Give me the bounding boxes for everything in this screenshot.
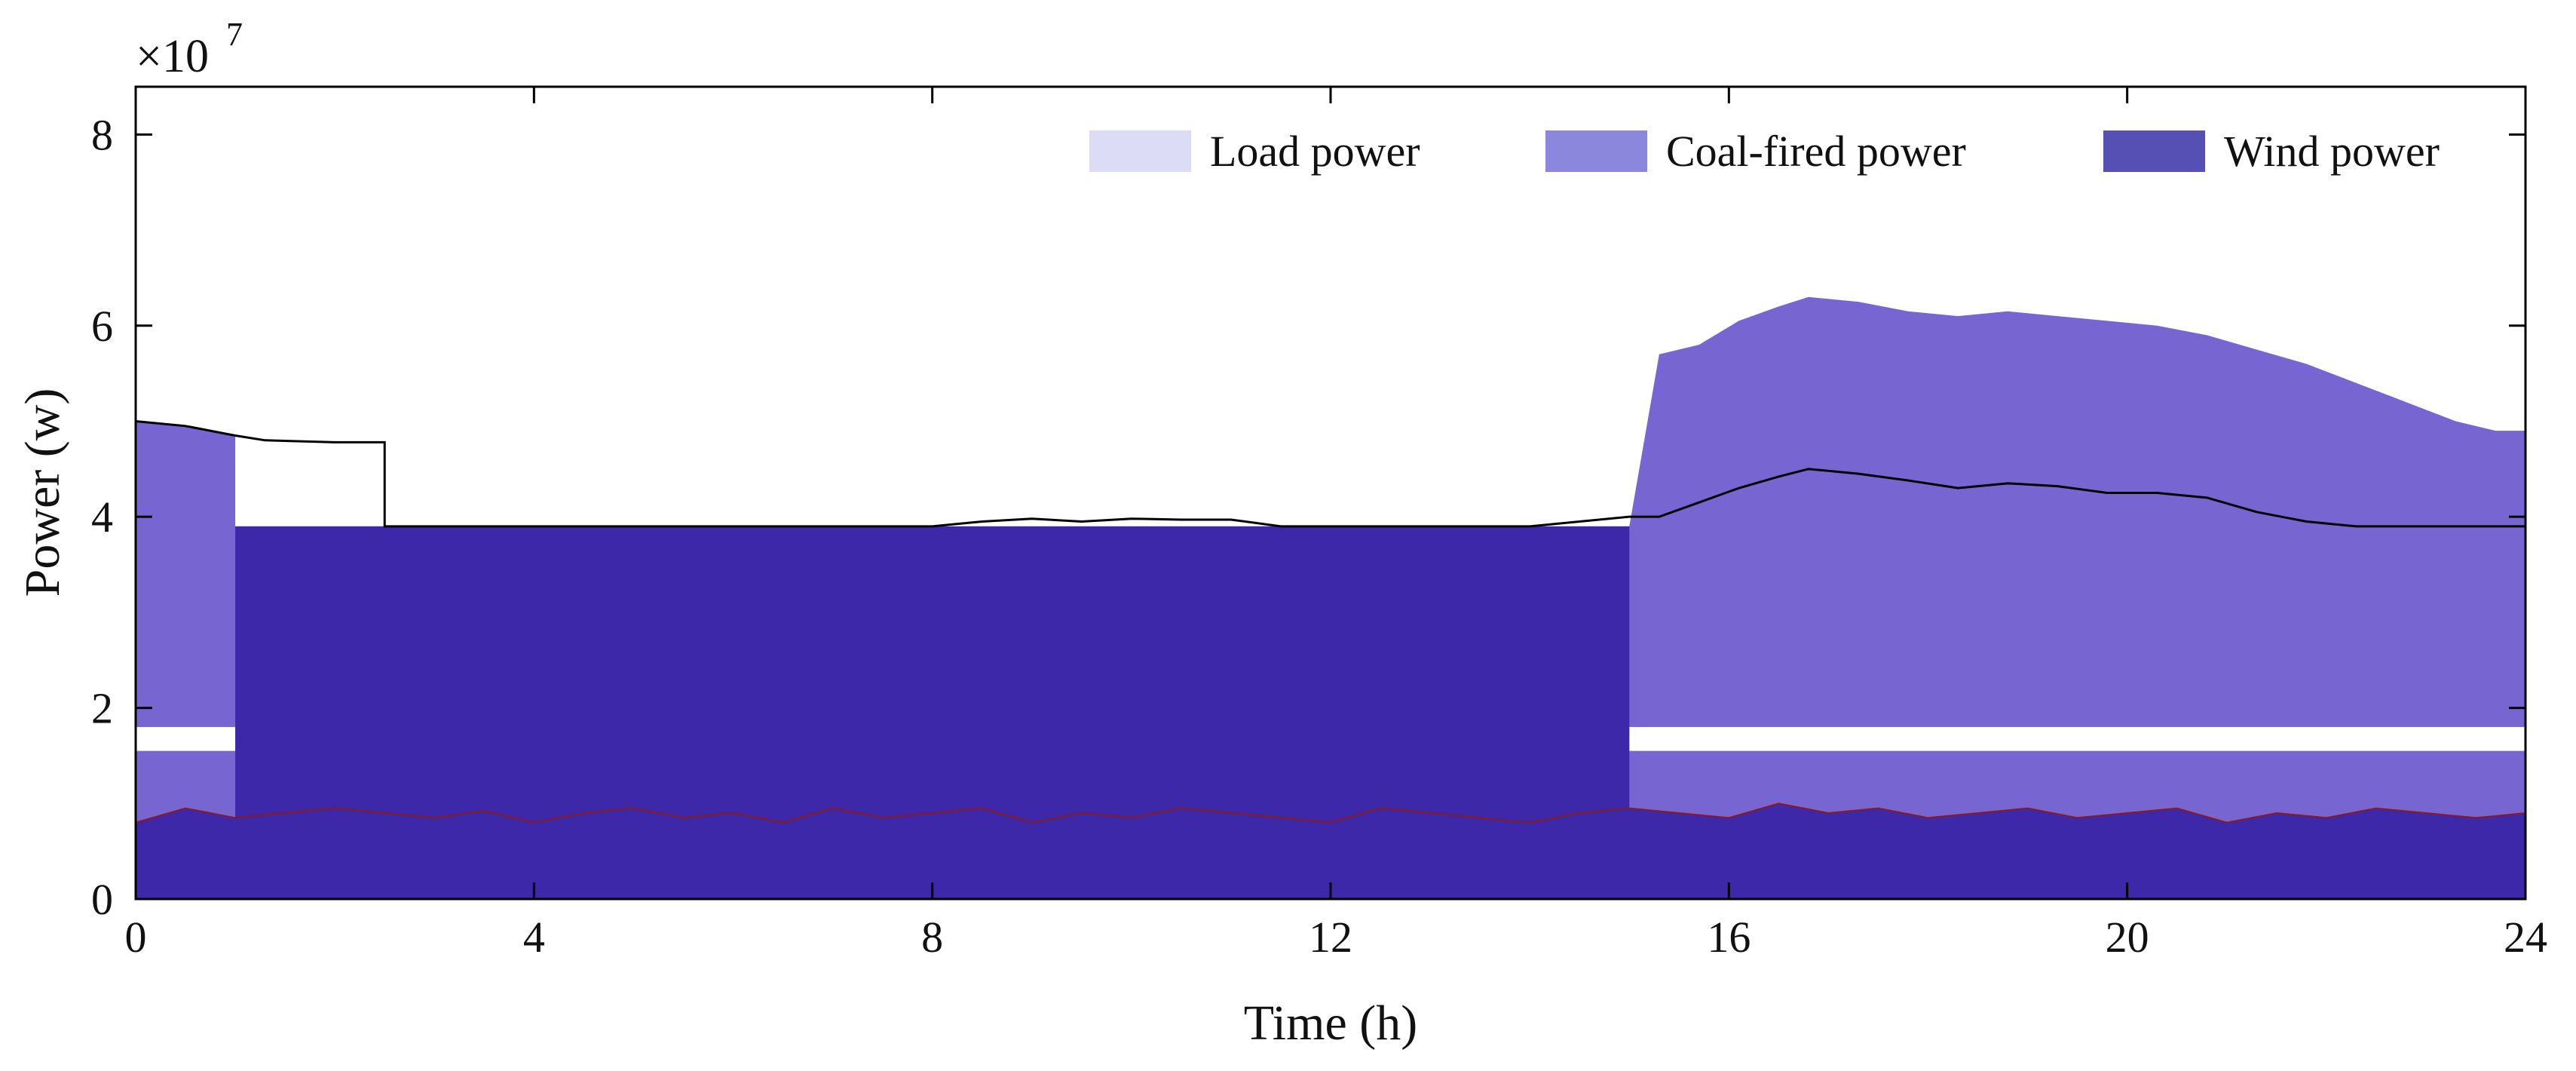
plot-area [135, 296, 2526, 899]
load-line [135, 419, 2525, 528]
legend-label-load: Load power [1210, 127, 1420, 176]
y-exponent-base: ×10 [136, 31, 209, 82]
legend-swatch-load [1089, 130, 1191, 172]
x-tick-label-4: 16 [1707, 913, 1751, 962]
legend-swatch-coal [1545, 130, 1647, 172]
y-tick-label-4: 8 [91, 110, 113, 159]
x-tick-label-5: 20 [2106, 913, 2149, 962]
x-tick-label-2: 8 [921, 913, 943, 962]
x-tick-label-1: 4 [523, 913, 545, 962]
x-tick-label-6: 24 [2504, 913, 2547, 962]
y-tick-label-2: 4 [91, 493, 113, 542]
legend-label-wind: Wind power [2224, 127, 2440, 176]
wind-line [135, 802, 2526, 824]
legend-swatch-wind [2103, 130, 2205, 172]
legend-label-coal: Coal-fired power [1666, 127, 1966, 176]
x-tick-label-0: 0 [125, 913, 147, 962]
y-tick-label-0: 0 [91, 875, 113, 924]
x-tick-label-3: 12 [1309, 913, 1352, 962]
white-band-0 [136, 726, 236, 751]
legend: Load power Coal-fired power Wind power [1089, 127, 2440, 176]
y-exponent-power: 7 [226, 16, 243, 53]
wind-area [136, 803, 2525, 899]
y-tick-label-3: 6 [91, 302, 113, 351]
white-band-1 [1629, 726, 2525, 751]
x-axis-title: Time (h) [1244, 996, 1417, 1051]
y-tick-label-1: 2 [91, 684, 113, 733]
y-axis-title: Power (w) [15, 388, 70, 597]
